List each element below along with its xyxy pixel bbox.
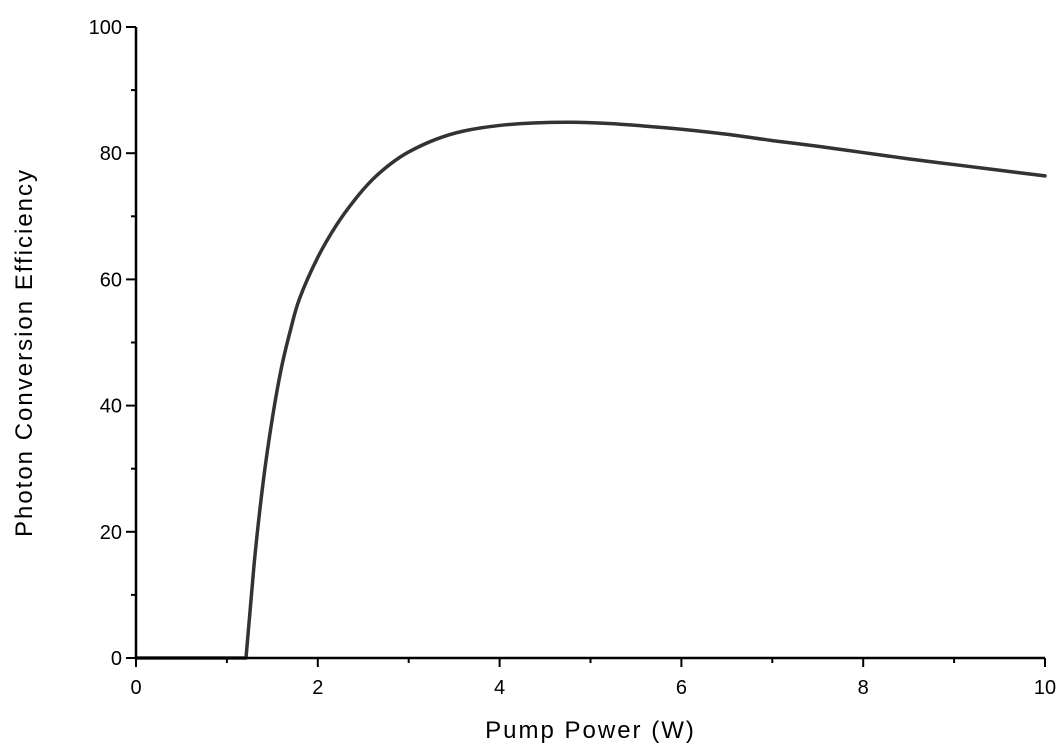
- y-tick-label: 20: [100, 522, 122, 544]
- y-tick-label: 40: [100, 396, 122, 418]
- x-tick-label: 2: [312, 677, 323, 699]
- x-tick-label: 6: [676, 677, 687, 699]
- x-tick-label: 8: [858, 677, 869, 699]
- y-tick-label: 60: [100, 269, 122, 291]
- x-tick-label: 4: [494, 677, 505, 699]
- x-tick-label: 0: [130, 677, 141, 699]
- y-tick-label: 100: [89, 17, 122, 39]
- y-tick-label: 0: [111, 648, 122, 670]
- x-axis-label: Pump Power (W): [485, 717, 696, 744]
- y-axis-label: Photon Conversion Efficiency: [11, 168, 38, 537]
- series-line: [134, 120, 1047, 660]
- y-tick-label: 80: [100, 143, 122, 165]
- x-tick-label: 10: [1034, 677, 1056, 699]
- curve-layer: [134, 120, 1047, 660]
